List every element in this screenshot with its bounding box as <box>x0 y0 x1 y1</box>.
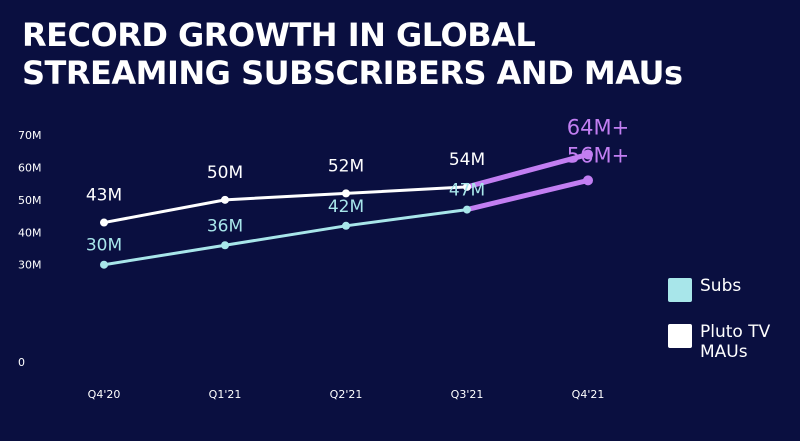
data-point <box>342 189 350 198</box>
legend-swatch-mau <box>668 324 692 348</box>
series-line-highlight <box>464 151 591 190</box>
series-line <box>102 185 469 225</box>
data-point <box>583 149 593 160</box>
x-tick-label: Q4'20 <box>88 388 121 401</box>
legend-label-subs: Subs <box>700 276 742 296</box>
data-point <box>342 221 350 230</box>
title-line-2: STREAMING SUBSCRIBERS AND MAUs <box>22 54 683 92</box>
data-label: 56M+ <box>567 143 629 167</box>
data-label: 54M <box>449 150 485 170</box>
x-tick-label: Q3'21 <box>451 388 484 401</box>
data-point <box>463 182 471 191</box>
data-label: 42M <box>328 197 364 217</box>
data-label: 43M <box>86 186 122 206</box>
legend-swatch-subs <box>668 278 692 302</box>
y-tick-label: 70M <box>18 129 42 142</box>
data-point <box>583 175 593 186</box>
legend: Subs Pluto TV MAUs <box>668 276 793 382</box>
legend-item-mau: Pluto TV MAUs <box>668 322 793 362</box>
title-line-1: RECORD GROWTH IN GLOBAL <box>22 16 536 54</box>
x-tick-label: Q2'21 <box>330 388 363 401</box>
data-label: 64M+ <box>567 115 629 139</box>
y-tick-label: 40M <box>18 226 42 239</box>
series-line-highlight <box>464 177 591 213</box>
series-line <box>102 208 469 267</box>
legend-item-subs: Subs <box>668 276 793 302</box>
x-tick-label: Q1'21 <box>209 388 242 401</box>
chart-title: RECORD GROWTH IN GLOBAL STREAMING SUBSCR… <box>22 16 683 92</box>
data-label: 30M <box>86 236 122 256</box>
data-label: 36M <box>207 216 243 236</box>
data-point <box>463 205 471 214</box>
data-point <box>221 241 229 250</box>
y-tick-label: 50M <box>18 194 42 207</box>
data-label: 47M <box>449 181 485 201</box>
data-label: 50M <box>207 163 243 183</box>
y-tick-label: 60M <box>18 161 42 174</box>
x-tick-label: Q4'21 <box>572 388 605 401</box>
data-point <box>100 260 108 269</box>
y-tick-label: 0 <box>18 356 25 369</box>
data-point <box>221 195 229 204</box>
legend-label-mau: Pluto TV MAUs <box>700 322 771 362</box>
data-point <box>100 218 108 227</box>
y-tick-label: 30M <box>18 259 42 272</box>
data-label: 52M <box>328 156 364 176</box>
